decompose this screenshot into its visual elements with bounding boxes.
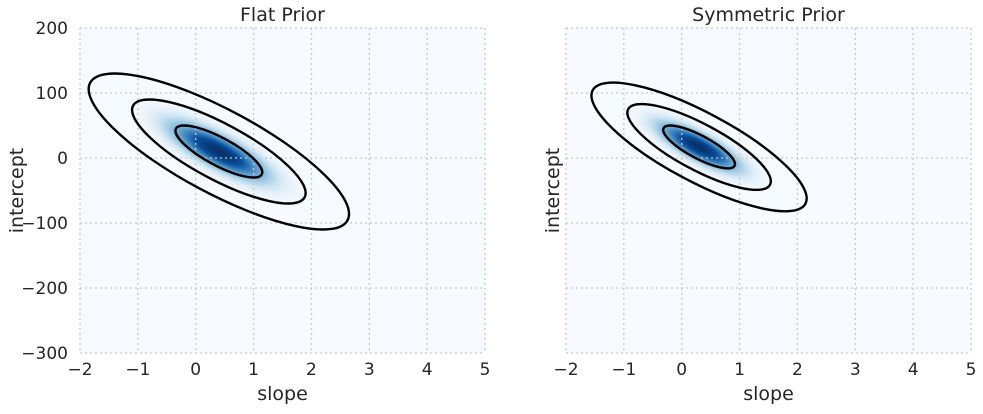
- x-tick-label: 2: [792, 360, 803, 380]
- y-tick-label: −300: [21, 344, 68, 364]
- x-tick-label: 4: [422, 360, 433, 380]
- density-fill: [605, 91, 793, 203]
- x-tick-label: 1: [734, 360, 745, 380]
- y-axis-label: intercept: [6, 148, 28, 234]
- x-tick-label: 0: [190, 360, 201, 380]
- x-axis-label: slope: [743, 383, 794, 405]
- x-tick-label: 0: [676, 360, 687, 380]
- plot-panel-2: −2 −1 0 1 2 3 4 5 slope intercept Symmetric Prior: [542, 4, 976, 405]
- y-tick-label: 100: [36, 84, 68, 104]
- contour-3sigma: [590, 81, 808, 213]
- x-tick-label: −1: [611, 360, 636, 380]
- x-tick-label: 4: [908, 360, 919, 380]
- x-tick-label: 2: [306, 360, 317, 380]
- x-axis-label: slope: [257, 383, 308, 405]
- contour-1sigma: [661, 124, 737, 170]
- y-tick-label: −200: [21, 279, 68, 299]
- x-tick-label: −1: [125, 360, 150, 380]
- contour-3sigma: [87, 72, 351, 231]
- y-axis-label: intercept: [542, 148, 564, 234]
- contour-2sigma: [130, 98, 307, 205]
- y-tick-label: 200: [36, 19, 68, 39]
- x-tick-label: −2: [67, 360, 92, 380]
- x-tick-label: 5: [966, 360, 977, 380]
- plot-panel-1: −2 −1 0 1 2 3 4 5 200 100 0 −100 −200 −300 slope interc…: [6, 4, 490, 405]
- x-tick-label: 3: [364, 360, 375, 380]
- chart-title: Symmetric Prior: [692, 4, 845, 26]
- y-tick-label: −100: [21, 214, 68, 234]
- y-tick-label: 0: [57, 149, 68, 169]
- density-fill: [106, 83, 332, 220]
- x-tick-label: −2: [553, 360, 578, 380]
- chart-title: Flat Prior: [240, 4, 325, 26]
- x-tick-label: 1: [248, 360, 259, 380]
- contour-2sigma: [626, 102, 773, 192]
- x-tick-label: 3: [850, 360, 861, 380]
- contour-1sigma: [174, 124, 264, 179]
- x-tick-label: 5: [480, 360, 491, 380]
